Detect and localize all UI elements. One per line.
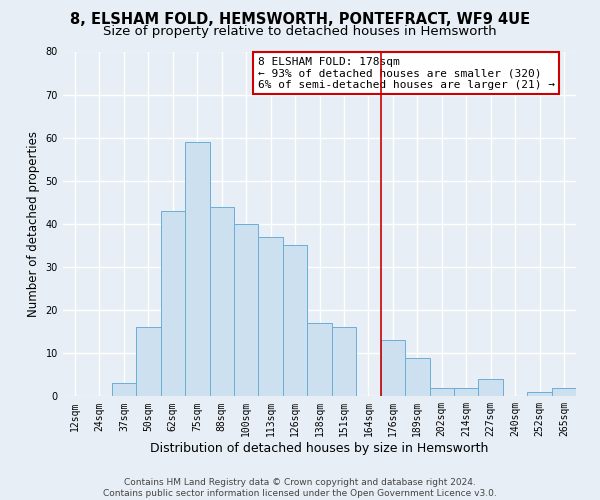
Bar	[527, 392, 552, 396]
Bar	[332, 328, 356, 396]
Bar	[185, 142, 209, 397]
Bar	[283, 246, 307, 396]
Bar	[307, 323, 332, 396]
Bar	[454, 388, 478, 396]
Bar	[136, 328, 161, 396]
Bar	[234, 224, 259, 396]
X-axis label: Distribution of detached houses by size in Hemsworth: Distribution of detached houses by size …	[151, 442, 489, 455]
Bar	[478, 379, 503, 396]
Text: 8, ELSHAM FOLD, HEMSWORTH, PONTEFRACT, WF9 4UE: 8, ELSHAM FOLD, HEMSWORTH, PONTEFRACT, W…	[70, 12, 530, 28]
Text: 8 ELSHAM FOLD: 178sqm
← 93% of detached houses are smaller (320)
6% of semi-deta: 8 ELSHAM FOLD: 178sqm ← 93% of detached …	[258, 56, 555, 90]
Bar	[405, 358, 430, 397]
Text: Contains HM Land Registry data © Crown copyright and database right 2024.
Contai: Contains HM Land Registry data © Crown c…	[103, 478, 497, 498]
Bar	[161, 211, 185, 396]
Text: Size of property relative to detached houses in Hemsworth: Size of property relative to detached ho…	[103, 25, 497, 38]
Bar	[552, 388, 576, 396]
Bar	[259, 237, 283, 396]
Bar	[430, 388, 454, 396]
Y-axis label: Number of detached properties: Number of detached properties	[27, 131, 40, 317]
Bar	[209, 206, 234, 396]
Bar	[112, 384, 136, 396]
Bar	[380, 340, 405, 396]
